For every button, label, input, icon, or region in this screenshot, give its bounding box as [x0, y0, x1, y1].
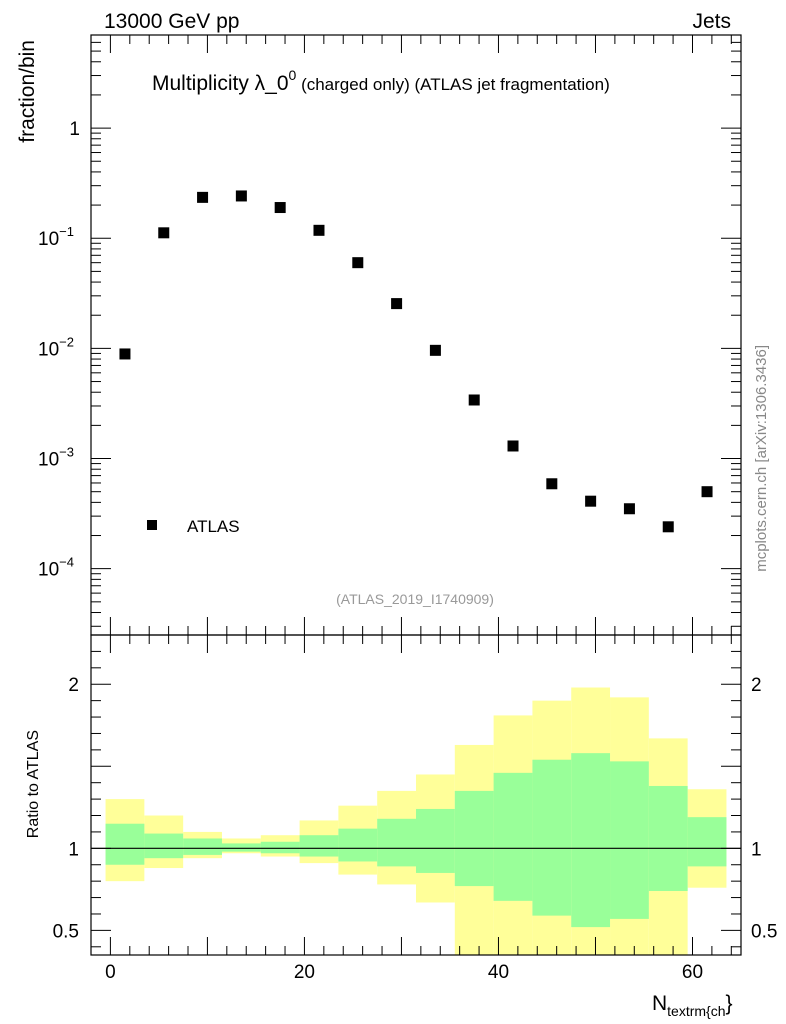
title-main: Multiplicity λ_0 [152, 72, 289, 95]
process-label: Jets [692, 10, 731, 33]
upper-plot-frame [90, 34, 742, 636]
inner-band-9 [454, 790, 494, 887]
lower-y-axis-title: Ratio to ATLAS [25, 730, 42, 838]
lower-y-tick-label-r-2: 2 [751, 675, 762, 696]
title-fragmentation: (ATLAS jet fragmentation) [410, 75, 610, 94]
analysis-watermark: (ATLAS_2019_I1740909) [336, 591, 494, 607]
inner-band-14 [648, 785, 688, 891]
inner-band-1 [144, 833, 184, 859]
inner-band-15 [687, 817, 727, 867]
upper-y-tick-label-3: 10−3 [38, 445, 74, 471]
inner-band-5 [299, 835, 339, 857]
upper-y-tick-label-1: 10−1 [38, 224, 74, 250]
data-point-11 [546, 478, 558, 490]
lower-y-tick-label-l-2: 2 [68, 675, 79, 696]
x-tick-label-3: 60 [682, 962, 703, 983]
lower-y-tick-label-r-1: 1 [751, 839, 762, 860]
data-point-5 [313, 224, 325, 236]
data-points [119, 190, 713, 533]
lower-plot-frame [90, 634, 742, 956]
lower-y-tick-label-l-1: 1 [68, 839, 79, 860]
inner-band-12 [571, 753, 611, 928]
data-point-10 [507, 440, 519, 452]
inner-band-13 [610, 761, 649, 919]
legend-label: ATLAS [187, 517, 240, 536]
upper-y-tick-label-0: 1 [69, 119, 80, 140]
upper-y-tick-label-2: 10−2 [38, 334, 74, 360]
data-point-0 [119, 348, 131, 360]
data-point-1 [158, 227, 170, 239]
inner-band-8 [416, 808, 455, 873]
x-tick-label-0: 0 [105, 962, 116, 983]
axis-ticks [90, 34, 741, 955]
data-point-8 [429, 344, 441, 356]
legend-marker [147, 520, 157, 530]
inner-band-3 [221, 843, 261, 852]
tick-labels: 110−110−210−310−40.5 0.51 12 20 20 40 60 [38, 119, 777, 983]
data-point-7 [391, 298, 403, 310]
title-superscript: 0 [289, 67, 297, 83]
inner-band-4 [260, 841, 300, 854]
lower-y-tick-label-l-0: 0.5 [53, 921, 79, 942]
data-point-6 [352, 257, 364, 269]
plot-title: Multiplicity λ_00 (charged only) (ATLAS … [152, 67, 610, 95]
ratio-bands [105, 687, 727, 955]
side-credit: mcplots.cern.ch [arXiv:1306.3436] [753, 345, 770, 572]
inner-band-7 [377, 818, 416, 867]
x-tick-label-1: 20 [294, 962, 315, 983]
data-point-12 [585, 495, 597, 507]
title-charged-only: (charged only) [296, 75, 409, 94]
x-axis-title: Ntextrm{ch} [652, 992, 733, 1019]
data-point-13 [623, 503, 635, 515]
data-point-2 [197, 191, 209, 203]
data-point-14 [662, 521, 674, 533]
data-point-4 [274, 202, 286, 214]
upper-y-axis-title: fraction/bin [16, 40, 39, 143]
energy-label: 13000 GeV pp [104, 10, 239, 33]
x-tick-label-2: 40 [488, 962, 509, 983]
data-point-3 [235, 190, 247, 202]
lower-y-tick-label-r-0: 0.5 [751, 921, 777, 942]
inner-band-11 [532, 759, 572, 916]
data-point-15 [701, 486, 713, 498]
upper-y-tick-label-4: 10−4 [38, 555, 74, 581]
inner-band-2 [183, 838, 222, 855]
inner-band-10 [493, 772, 533, 901]
inner-band-6 [338, 828, 378, 862]
data-point-9 [468, 394, 480, 406]
inner-band-0 [105, 823, 145, 865]
